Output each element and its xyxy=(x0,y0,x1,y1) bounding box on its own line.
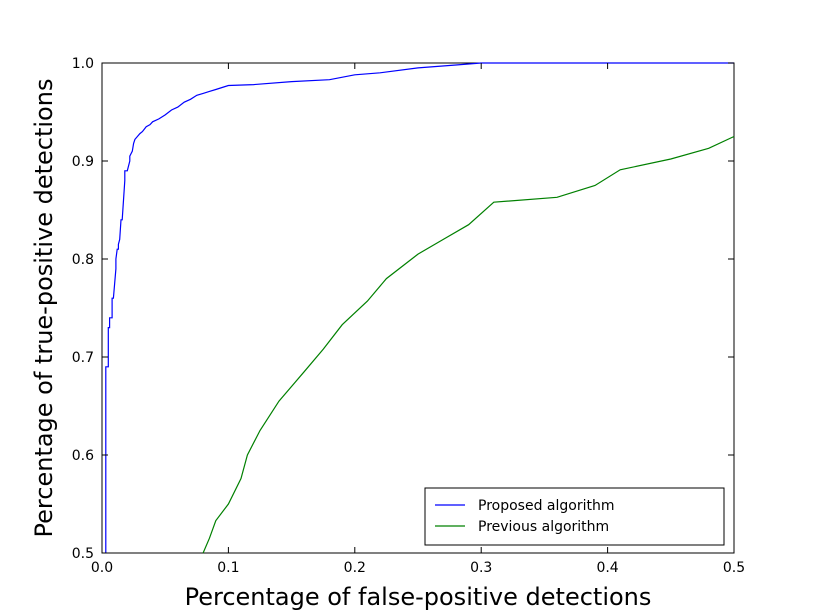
x-axis-label: Percentage of false-positive detections xyxy=(185,583,652,611)
y-tick-label: 0.5 xyxy=(72,546,94,562)
axis-ticks: 0.0 0.1 0.2 0.3 0.4 0.5 0.5 0.6 0.7 0.8 0.9 1.0 xyxy=(72,56,745,576)
x-tick-label: 0.2 xyxy=(344,560,366,576)
x-tick-label: 0.5 xyxy=(723,560,745,576)
legend-label-previous: Previous algorithm xyxy=(478,519,609,535)
x-tick-label: 0.0 xyxy=(91,560,113,576)
x-tick-label: 0.3 xyxy=(470,560,492,576)
y-tick-label: 0.7 xyxy=(72,350,94,366)
series-line-proposed xyxy=(105,62,734,553)
y-tick-label: 0.9 xyxy=(72,154,94,170)
legend-box xyxy=(424,487,725,546)
plot-area xyxy=(101,62,735,554)
series-line-previous xyxy=(202,135,735,554)
series-layer xyxy=(105,62,735,554)
x-tick-label: 0.1 xyxy=(217,560,239,576)
legend-label-proposed: Proposed algorithm xyxy=(478,498,614,514)
x-tick-label: 0.4 xyxy=(596,560,618,576)
y-axis-label: Percentage of true-positive detections xyxy=(30,79,58,538)
y-tick-label: 1.0 xyxy=(72,56,94,72)
y-tick-label: 0.6 xyxy=(72,448,94,464)
y-tick-label: 0.8 xyxy=(72,252,94,268)
legend: Proposed algorithm Previous algorithm xyxy=(424,487,725,546)
